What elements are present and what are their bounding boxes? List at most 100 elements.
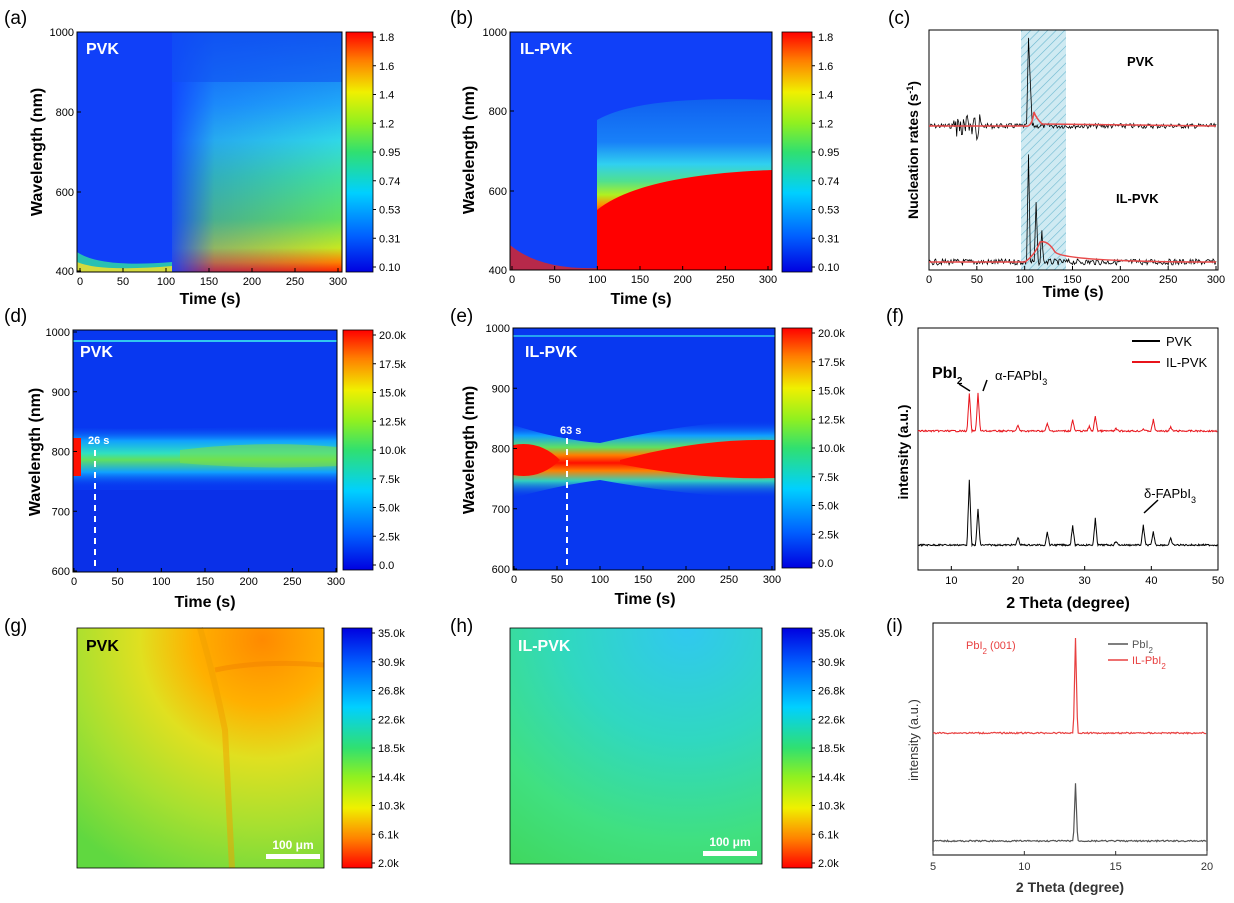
x-tick-label: 50	[117, 276, 129, 288]
xlabel-b: Time (s)	[610, 291, 671, 308]
xlabel-a: Time (s)	[179, 291, 240, 308]
x-tick-label: 150	[631, 274, 649, 286]
xlabel-d: Time (s)	[174, 594, 235, 611]
colorbar-tick-label: 22.6k	[378, 714, 405, 726]
arrow-f-pbi2	[958, 383, 971, 392]
panel-d: 26 s PVK 0 50 100 150 200 250 300 600 700 800 900 1…	[27, 327, 406, 611]
colorbar-h-ticks: 35.0k 30.9k 26.8k 22.6k 18.5k 14.4k 10.3k 6.1k 2…	[812, 628, 845, 870]
colorbar-d	[342, 329, 374, 571]
panel-label-h: (h)	[450, 616, 473, 637]
y-tick-label: 1000	[483, 27, 507, 39]
colorbar-g	[341, 627, 373, 869]
axes-b-frame	[509, 31, 773, 271]
colorbar-tick-label: 2.0k	[818, 858, 839, 870]
colorbar-tick-label: 1.2	[379, 118, 394, 130]
y-tick-label: 900	[492, 383, 510, 395]
heatmap-a-baseline-hot	[77, 262, 172, 272]
ylabel-f: intensity (a.u.)	[895, 405, 911, 500]
xlabel-i: 2 Theta (degree)	[1016, 879, 1124, 895]
heatmap-e-hot-band	[620, 439, 775, 479]
x-tick-label: 50	[551, 574, 563, 586]
series-label-c-il-pvk: IL-PVK	[1116, 191, 1159, 206]
colorbar-tick-label: 0.31	[818, 233, 839, 245]
x-tick-label: 200	[1111, 274, 1129, 286]
colorbar-tick-label: 0.95	[818, 147, 839, 159]
colorbar-tick-label: 7.5k	[379, 474, 400, 486]
y-tick-label: 600	[56, 187, 74, 199]
y-tick-label: 800	[489, 106, 507, 118]
axes-c-frame	[928, 29, 1219, 271]
colorbar-tick-label: 22.6k	[818, 714, 845, 726]
scalebar-g	[266, 854, 320, 859]
colorbar-tick-label: 10.3k	[818, 801, 845, 813]
panel-label-c: (c)	[888, 8, 910, 29]
colorbar-tick-label: 0.10	[379, 262, 400, 274]
map-h-frame	[509, 627, 763, 865]
series-line-i-pbi2	[933, 783, 1207, 843]
colorbar-a-ticks: 1.8 1.6 1.4 1.2 0.95 0.74 0.53 0.31 0.10	[373, 32, 400, 274]
x-tick-label: 0	[77, 276, 83, 288]
colorbar-tick-label: 30.9k	[378, 657, 405, 669]
colorbar-a	[345, 31, 374, 273]
x-tick-label: 40	[1145, 575, 1157, 587]
panel-g: PVK 100 μm 35.0k 30.9k 26.8k 22.6k 18.5k 14.4…	[76, 627, 405, 870]
colorbar-tick-label: 2.0k	[378, 858, 399, 870]
colorbar-tick-label: 2.5k	[379, 531, 400, 543]
heatmap-d-band-core	[180, 444, 337, 468]
shaded-region-c	[1021, 30, 1066, 270]
colorbar-tick-label: 10.0k	[379, 445, 406, 457]
x-tick-label: 100	[157, 276, 175, 288]
annotation-i: PbI2 (001)	[966, 640, 1016, 656]
x-tick-label: 10	[1018, 861, 1030, 873]
x-tick-label: 0	[926, 274, 932, 286]
x-tick-label: 50	[1212, 575, 1224, 587]
annotation-f-alpha: α-FAPbI3	[995, 368, 1047, 387]
y-tick-label: 700	[52, 506, 70, 518]
map-h	[510, 628, 762, 864]
x-tick-label: 0	[509, 274, 515, 286]
legend-i-il-pbi2: IL-PbI2	[1132, 655, 1166, 671]
x-tick-label: 100	[152, 576, 170, 588]
x-tick-label: 50	[971, 274, 983, 286]
panel-label-e: (e)	[450, 306, 473, 327]
annotation-f-pbi2: PbI2	[932, 365, 963, 387]
legend-f-il-pvk: IL-PVK	[1166, 355, 1208, 370]
y-tick-label: 800	[52, 447, 70, 459]
y-tick-label: 1000	[46, 327, 70, 339]
colorbar-tick-label: 12.5k	[818, 414, 845, 426]
heatmap-d-initial	[73, 438, 81, 476]
annotation-f-delta: δ-FAPbI3	[1144, 486, 1196, 505]
map-g-crack-horizontal	[214, 660, 325, 673]
colorbar-tick-label: 0.0	[379, 560, 394, 572]
colorbar-b-ticks: 1.8 1.6 1.4 1.2 0.95 0.74 0.53 0.31 0.10	[812, 32, 839, 274]
panel-a: PVK 0 50 100 150 200 250 300 400 600 800 1000 Time…	[29, 27, 400, 308]
y-tick-label: 400	[489, 265, 507, 277]
series-line-f-il-pvk	[917, 392, 1218, 434]
panel-c: PVK IL-PVK 0 50 100 150 200 250 300 Time (s) N…	[905, 29, 1225, 301]
colorbar-tick-label: 1.8	[818, 32, 833, 44]
x-tick-label: 300	[759, 274, 777, 286]
colorbar-tick-label: 6.1k	[378, 829, 399, 841]
colorbar-tick-label: 14.4k	[378, 772, 405, 784]
x-tick-label: 150	[200, 276, 218, 288]
x-tick-label: 5	[930, 861, 936, 873]
marker-label-e: 63 s	[560, 425, 581, 437]
y-tick-label: 800	[492, 444, 510, 456]
colorbar-tick-label: 1.6	[818, 61, 833, 73]
colorbar-tick-label: 20.0k	[379, 330, 406, 342]
panel-label-f: (f)	[886, 306, 904, 327]
colorbar-tick-label: 35.0k	[378, 628, 405, 640]
ylabel-i: intensity (a.u.)	[906, 699, 921, 781]
heatmap-a-top	[172, 32, 342, 82]
colorbar-tick-label: 0.74	[818, 176, 839, 188]
colorbar-tick-label: 5.0k	[818, 501, 839, 513]
series-label-c-pvk: PVK	[1127, 54, 1154, 69]
axes-i-frame	[932, 622, 1208, 856]
colorbar-e-ticks: 20.0k 17.5k 15.0k 12.5k 10.0k 7.5k 5.0k 2.5k 0.0	[812, 328, 845, 570]
axes-d-ticks: 0 50 100 150 200 250 300 600 700 800 900 1000	[46, 327, 346, 588]
axes-e-ticks: 0 50 100 150 200 250 300 600 700 800 900 1000	[486, 323, 782, 586]
colorbar-tick-label: 26.8k	[378, 686, 405, 698]
map-g-crack	[197, 627, 235, 869]
map-g-frame	[76, 627, 325, 869]
scalebar-label-g: 100 μm	[272, 838, 313, 852]
